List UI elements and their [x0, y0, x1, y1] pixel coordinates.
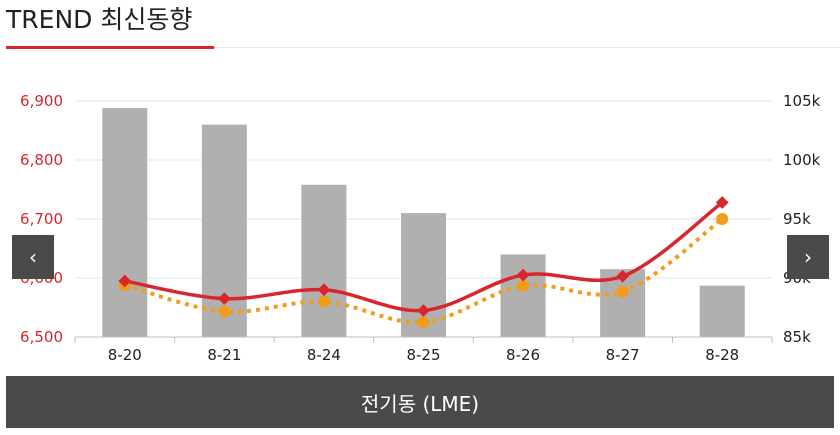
y-left-tick-label: 6,700	[20, 210, 63, 228]
y-right-tick-label: 100k	[783, 151, 821, 169]
bar	[699, 285, 745, 337]
bar	[301, 184, 347, 337]
dotted-series-point	[716, 213, 729, 225]
y-right-tick-label: 95k	[783, 210, 811, 228]
y-left-tick-label: 6,800	[20, 151, 63, 169]
chevron-left-icon: ‹	[29, 245, 37, 269]
footer-label-bar: 전기동 (LME)	[6, 376, 834, 428]
y-right-tick-label: 105k	[783, 92, 821, 110]
solid-series-point	[217, 292, 231, 306]
solid-series-point	[317, 283, 331, 297]
prev-button[interactable]: ‹	[12, 235, 54, 279]
bar	[500, 254, 546, 337]
trend-chart: 6,900105k6,800100k6,70095k6,60090k6,5008…	[20, 92, 821, 360]
dotted-series-point	[218, 305, 231, 318]
x-tick-label: 8-26	[506, 346, 540, 360]
x-tick-label: 8-28	[705, 346, 739, 360]
footer-label: 전기동 (LME)	[360, 391, 480, 416]
y-right-tick-label: 85k	[783, 328, 811, 346]
chevron-right-icon: ›	[804, 245, 812, 269]
title-underline	[6, 46, 214, 49]
x-tick-label: 8-25	[406, 346, 440, 360]
bar	[102, 108, 148, 337]
x-tick-label: 8-20	[108, 346, 142, 360]
next-button[interactable]: ›	[787, 235, 829, 279]
bar	[201, 124, 247, 337]
x-tick-label: 8-21	[207, 346, 241, 360]
x-tick-label: 8-24	[307, 346, 341, 360]
dotted-series-point	[417, 316, 430, 329]
line-series	[118, 196, 729, 329]
y-left-tick-label: 6,900	[20, 92, 63, 110]
dotted-series-point	[616, 285, 629, 298]
y-left-tick-label: 6,500	[20, 328, 63, 346]
bar-series	[102, 108, 745, 337]
dotted-series-point	[517, 279, 530, 292]
x-tick-label: 8-27	[606, 346, 640, 360]
page-title: TREND 최신동향	[6, 5, 193, 34]
dotted-series-point	[317, 295, 330, 308]
solid-series-point	[417, 304, 430, 317]
header-divider	[214, 47, 840, 48]
